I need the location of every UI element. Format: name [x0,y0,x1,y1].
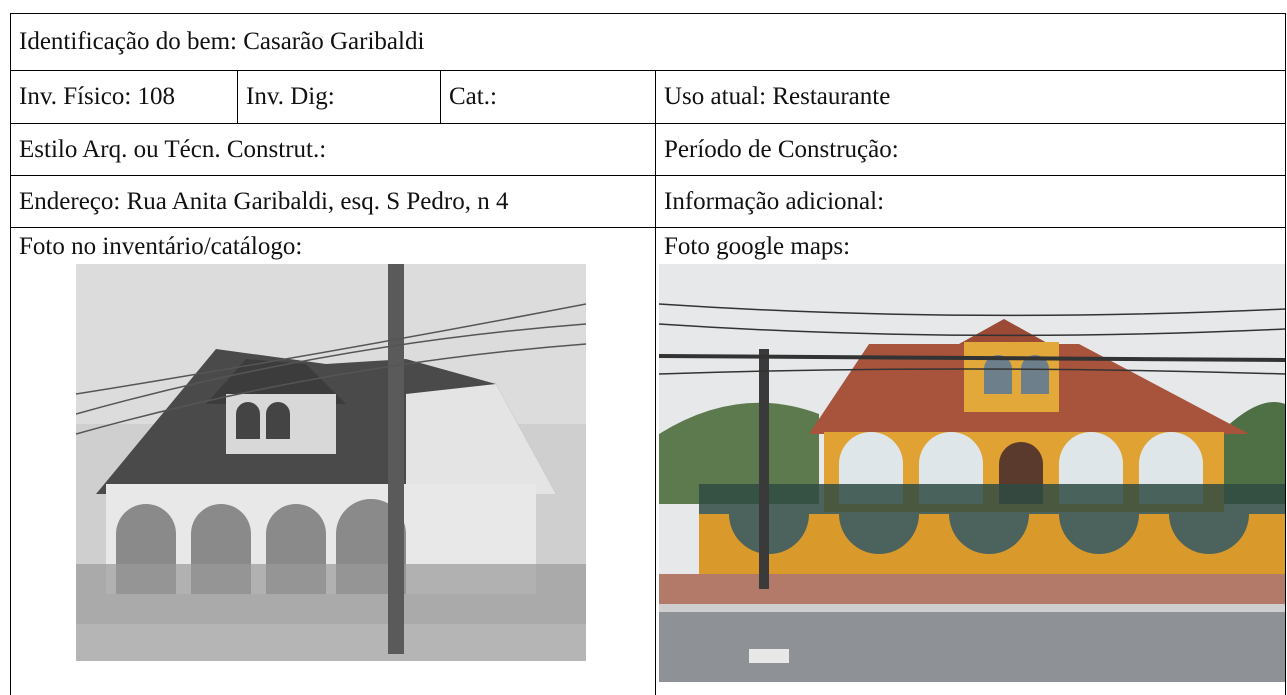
inventory-photo [76,264,586,661]
table-border [1285,13,1286,695]
cell: Estilo Arq. ou Técn. Construt.: [10,123,655,175]
cell: Inv. Físico: 108 [10,70,237,123]
cell: Inv. Dig: [237,70,440,123]
cell: Foto no inventário/catálogo: [10,227,655,695]
cell: Identificação do bem: Casarão Garibaldi [10,13,1286,70]
cell: Período de Construção: [655,123,1286,175]
cell: Endereço: Rua Anita Garibaldi, esq. S Pe… [10,175,655,227]
cell: Uso atual: Restaurante [655,70,1286,123]
google-maps-photo [659,264,1285,682]
cell: Foto google maps: [655,227,1286,695]
cell: Informação adicional: [655,175,1286,227]
cell: Cat.: [440,70,655,123]
